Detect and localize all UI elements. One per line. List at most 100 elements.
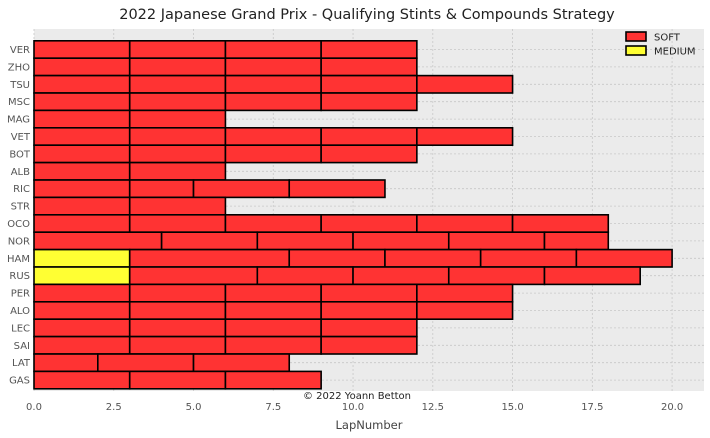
stint-bar-zho (320, 57, 418, 77)
y-tick-labels: VER ZHO TSU MSC MAG VET BOT ALB RIC STR OCO NOR HAM R… (7, 45, 31, 387)
credit-annotation: © 2022 Yoann Betton (303, 391, 411, 402)
stint-bar-oco (33, 214, 131, 234)
stint-bar-gas (33, 370, 131, 390)
stint-bar-vet (224, 127, 322, 147)
stint-bar-nor (447, 231, 546, 251)
x-tick-label: 15.0 (501, 402, 523, 413)
stint-bar-per (128, 283, 227, 303)
legend-swatch-medium (625, 45, 647, 56)
stint-bar-alo (416, 300, 514, 320)
stint-bar-msc (224, 92, 322, 112)
x-tick-label: 10.0 (342, 402, 364, 413)
x-tick-label: 17.5 (581, 402, 603, 413)
stint-bar-mag (33, 109, 131, 129)
y-tick-label: RUS (9, 271, 30, 282)
stint-bar-rus (256, 266, 354, 286)
stint-bar-zho (33, 57, 131, 77)
stint-bar-oco (128, 214, 227, 234)
stint-bar-ric (33, 179, 131, 199)
y-tick-label: VER (10, 45, 30, 56)
stint-bar-ric (288, 179, 386, 199)
stint-bar-ham (384, 248, 482, 268)
legend-label: MEDIUM (654, 47, 696, 58)
stint-bar-rus (33, 266, 131, 286)
stint-bar-lec (128, 318, 227, 338)
y-tick-label: TSU (9, 80, 30, 91)
stint-bar-bot (33, 144, 131, 164)
stint-bar-sai (33, 335, 131, 355)
legend: SOFT MEDIUM (625, 31, 696, 58)
stint-bar-ham (575, 248, 673, 268)
stint-bar-lat (97, 353, 195, 373)
stint-bar-str (128, 196, 227, 216)
x-tick-label: 20.0 (661, 402, 683, 413)
stint-bar-msc (33, 92, 131, 112)
stint-bar-oco (320, 214, 418, 234)
stint-bar-lec (224, 318, 322, 338)
stint-bar-ver (128, 39, 227, 59)
stint-bar-alo (33, 300, 131, 320)
stint-bar-tsu (320, 74, 418, 94)
stint-bar-rus (352, 266, 450, 286)
y-tick-label: VET (11, 132, 31, 143)
stint-bar-oco (511, 214, 610, 234)
stint-bar-sai (128, 335, 227, 355)
y-tick-label: NOR (8, 236, 30, 247)
stint-bar-nor (543, 231, 610, 251)
y-tick-label: HAM (7, 254, 30, 265)
y-tick-label: RIC (13, 184, 30, 195)
legend-label: SOFT (654, 33, 681, 44)
stint-bar-alb (128, 161, 227, 181)
stint-bar-tsu (33, 74, 131, 94)
x-tick-label: 12.5 (422, 402, 444, 413)
legend-swatch-soft (625, 31, 647, 42)
x-tick-label: 5.0 (186, 402, 202, 413)
stint-bar-ham (33, 248, 131, 268)
y-tick-label: ALO (10, 306, 30, 317)
stint-bar-alb (33, 161, 131, 181)
stint-bar-tsu (128, 74, 227, 94)
stint-bar-oco (416, 214, 514, 234)
y-tick-label: ALB (11, 167, 30, 178)
stint-bar-vet (320, 127, 418, 147)
y-tick-label: MSC (8, 97, 30, 108)
stint-bar-rus (543, 266, 641, 286)
stint-bar-ver (224, 39, 322, 59)
stint-bar-lat (33, 353, 99, 373)
stint-bar-gas (224, 370, 322, 390)
stint-bar-bot (224, 144, 322, 164)
stint-bar-sai (320, 335, 418, 355)
x-tick-label: 2.5 (106, 402, 122, 413)
stint-bar-per (416, 283, 514, 303)
stint-bar-gas (128, 370, 227, 390)
stint-bar-ham (479, 248, 578, 268)
stint-bar-rus (447, 266, 546, 286)
stint-bar-lec (33, 318, 131, 338)
y-tick-label: STR (11, 202, 30, 213)
bars-group (33, 39, 673, 390)
y-tick-label: LAT (12, 358, 31, 369)
stint-bar-alo (320, 300, 418, 320)
stint-bar-ham (128, 248, 291, 268)
chart-title: 2022 Japanese Grand Prix - Qualifying St… (119, 7, 615, 23)
stint-bar-ver (320, 39, 418, 59)
stint-bar-tsu (416, 74, 514, 94)
y-tick-label: OCO (7, 219, 30, 230)
stint-bar-alo (128, 300, 227, 320)
y-tick-label: ZHO (8, 62, 30, 73)
y-tick-label: SAI (14, 341, 30, 352)
y-tick-label: BOT (9, 149, 31, 160)
stint-bar-msc (128, 92, 227, 112)
stint-bar-per (320, 283, 418, 303)
stint-bar-ric (192, 179, 291, 199)
stint-bar-alo (224, 300, 322, 320)
stint-bar-msc (320, 92, 418, 112)
stint-bar-lec (320, 318, 418, 338)
stint-bar-zho (128, 57, 227, 77)
stint-bar-ham (288, 248, 386, 268)
stint-bar-per (33, 283, 131, 303)
y-tick-label: LEC (11, 323, 30, 334)
stint-bar-mag (128, 109, 227, 129)
